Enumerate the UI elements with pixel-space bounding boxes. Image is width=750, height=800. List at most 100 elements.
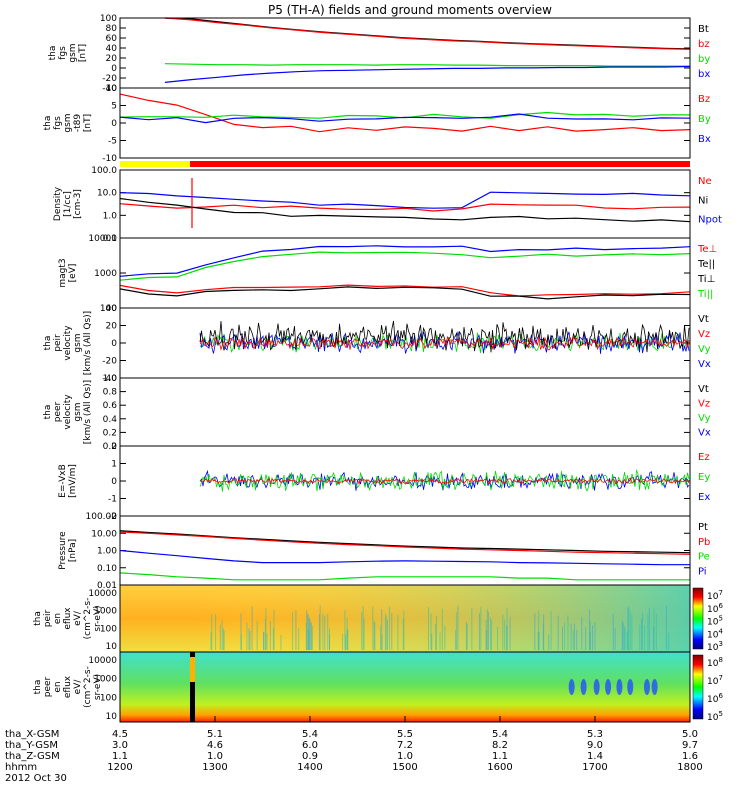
legend-By: By bbox=[698, 114, 711, 125]
colorbar-label: 105 bbox=[707, 710, 723, 723]
ylabel-line: [nPa] bbox=[68, 539, 78, 562]
ytick-label: 10000 bbox=[88, 589, 117, 599]
ytick-label: 0.10 bbox=[97, 564, 117, 574]
ylabel-line: Density bbox=[53, 186, 63, 221]
ytick-label: 10 bbox=[106, 84, 118, 94]
legend-Vz: Vz bbox=[698, 399, 710, 410]
legend-Ni: Ni bbox=[698, 195, 708, 206]
ytick-label: 100 bbox=[100, 14, 117, 24]
xaxis-value: 9.7 bbox=[682, 740, 698, 751]
series-bz bbox=[164, 17, 691, 50]
panel-frame bbox=[119, 17, 691, 89]
ylabel-line: (cm^2-s- bbox=[83, 666, 93, 708]
ylabel-line: [1/cc] bbox=[63, 191, 73, 217]
ylabel-line: [cm-3] bbox=[73, 189, 83, 219]
xaxis-row-label: tha_Y-GSM bbox=[5, 740, 58, 751]
legend-Bx: Bx bbox=[698, 134, 711, 145]
xaxis-value: 1600 bbox=[487, 762, 512, 773]
ylabel-line: sr-eV) bbox=[93, 605, 103, 631]
noise-trace bbox=[199, 469, 690, 491]
colorbar-label: 106 bbox=[707, 602, 723, 615]
ytick-label: 0.0 bbox=[103, 442, 118, 452]
series-by bbox=[164, 63, 690, 67]
ylabel-line: gsm bbox=[73, 402, 83, 421]
xaxis-value: 5.4 bbox=[492, 729, 508, 740]
xaxis-value: 4.6 bbox=[207, 740, 223, 751]
legend-Pi: Pi bbox=[698, 566, 707, 577]
ytick-label: -40 bbox=[102, 84, 117, 94]
xaxis-value: 1500 bbox=[392, 762, 417, 773]
xaxis-value: 4.5 bbox=[112, 729, 128, 740]
legend-Vy: Vy bbox=[698, 413, 711, 424]
ytick-label: 0.8 bbox=[103, 388, 118, 398]
ylabel-line: eV/ bbox=[73, 610, 83, 626]
ytick-label: 1.00 bbox=[97, 547, 117, 557]
ytick-label: 0 bbox=[111, 119, 117, 129]
legend-Vz: Vz bbox=[698, 329, 710, 340]
xaxis-value: 1300 bbox=[202, 762, 227, 773]
noise-trace bbox=[199, 335, 690, 351]
ylabel-line: tha bbox=[33, 680, 43, 695]
ylabel-line: eV/ bbox=[73, 679, 83, 695]
heatmap-blob bbox=[605, 679, 612, 695]
ytick-label: -10 bbox=[102, 154, 117, 164]
legend-Ti⊥: Ti⊥ bbox=[697, 274, 715, 285]
ytick-label: 100.00 bbox=[86, 512, 118, 522]
xaxis-value: 9.0 bbox=[587, 740, 603, 751]
ytick-label: 60 bbox=[106, 34, 118, 44]
ytick-label: 1.0 bbox=[103, 211, 118, 221]
ytick-label: 10 bbox=[106, 712, 118, 722]
legend-Pb: Pb bbox=[698, 537, 710, 548]
ytick-label: 20 bbox=[106, 54, 118, 64]
ylabel-line: [nT] bbox=[78, 44, 88, 62]
xaxis-row-label: tha_Z-GSM bbox=[5, 751, 60, 762]
ylabel-line: eflux bbox=[63, 607, 73, 630]
heatmap-blob bbox=[651, 679, 658, 695]
ytick-label: -5 bbox=[108, 137, 117, 147]
ylabel-line: en bbox=[53, 613, 63, 624]
ytick-label: 40 bbox=[106, 44, 118, 54]
ytick-label: 100 bbox=[100, 624, 117, 634]
ylabel-line: gsm bbox=[63, 113, 73, 132]
legend-Vt: Vt bbox=[698, 314, 709, 325]
ylabel-line: peer bbox=[43, 676, 53, 697]
heatmap-blob bbox=[643, 679, 650, 695]
series-Ni bbox=[119, 197, 691, 223]
ylabel-line: gsm bbox=[68, 43, 78, 62]
ytick-label: 1.0 bbox=[103, 374, 118, 384]
xaxis-value: 1400 bbox=[297, 762, 322, 773]
heatmap-blob bbox=[593, 679, 600, 695]
ytick-label: -20 bbox=[102, 357, 117, 367]
ytick-label: 0.2 bbox=[103, 428, 117, 438]
xaxis-value: 5.3 bbox=[587, 729, 603, 740]
ytick-label: 0.4 bbox=[103, 415, 118, 425]
date-label: 2012 Oct 30 bbox=[5, 773, 67, 784]
ytick-label: 0.1 bbox=[103, 234, 117, 244]
legend-Vx: Vx bbox=[698, 428, 711, 439]
flag-bar-good bbox=[120, 161, 190, 167]
series-bx bbox=[164, 65, 691, 83]
legend-Npot: Npot bbox=[698, 215, 722, 226]
legend-Pe: Pe bbox=[698, 552, 710, 563]
heatmap-bg bbox=[120, 652, 690, 722]
colorbar bbox=[692, 654, 704, 720]
heatmap-spike bbox=[190, 657, 195, 682]
ytick-label: 100.0 bbox=[91, 166, 117, 176]
ylabel-line: -t89 bbox=[73, 114, 83, 133]
colorbar bbox=[692, 587, 704, 650]
legend-Vy: Vy bbox=[698, 344, 711, 355]
legend-Ez: Ez bbox=[698, 452, 710, 463]
legend-Te||: Te|| bbox=[697, 259, 715, 270]
xaxis-value: 1800 bbox=[677, 762, 702, 773]
series-Npot bbox=[119, 191, 691, 209]
heatmap-blob bbox=[568, 679, 575, 695]
ylabel-line: velocity bbox=[63, 325, 73, 361]
ytick-label: 1000 bbox=[94, 607, 117, 617]
colorbar-label: 103 bbox=[707, 640, 723, 653]
flag-bar-bad bbox=[190, 161, 690, 167]
ytick-label: 0 bbox=[111, 339, 117, 349]
legend-Vt: Vt bbox=[698, 384, 709, 395]
ylabel-line: tha bbox=[43, 336, 53, 351]
panel-frame bbox=[119, 169, 691, 239]
